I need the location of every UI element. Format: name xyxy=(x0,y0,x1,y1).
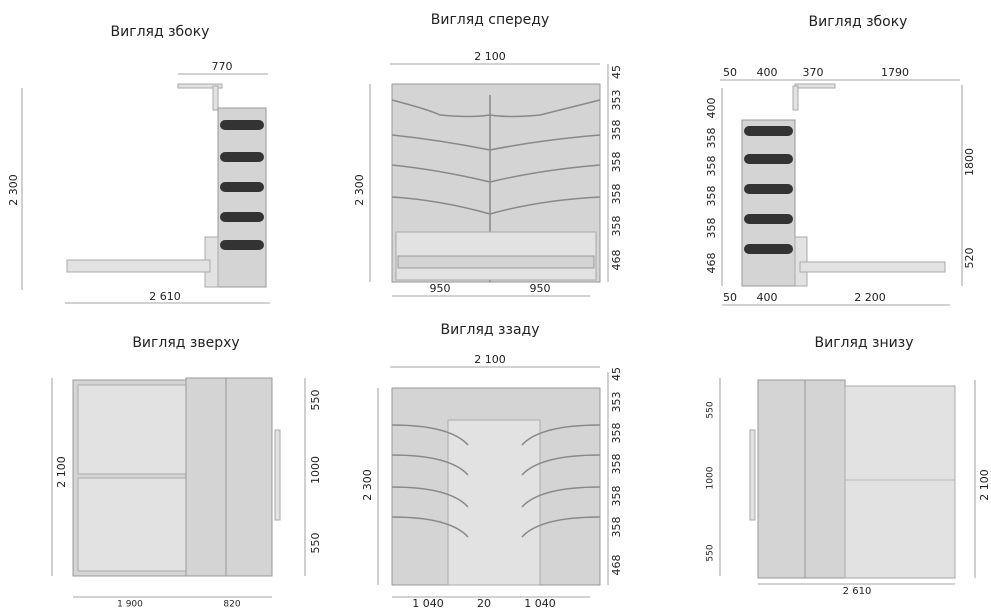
dimension-label: 468 xyxy=(705,253,718,274)
dimension-label: 2 200 xyxy=(854,291,886,304)
dimension-label: 550 xyxy=(706,401,716,418)
furniture-part xyxy=(757,379,846,579)
dimension-label: 358 xyxy=(610,486,623,507)
dimension-label: 400 xyxy=(705,98,718,119)
furniture-part xyxy=(185,377,273,577)
furniture-part xyxy=(744,184,793,194)
furniture-part xyxy=(744,214,793,224)
dimension-label: 820 xyxy=(223,600,240,610)
dimension-label: 358 xyxy=(610,517,623,538)
dimension-label: 550 xyxy=(706,544,716,561)
furniture-part xyxy=(799,261,946,273)
dimension-label: 468 xyxy=(610,555,623,576)
dimension-label: 50 xyxy=(723,66,737,79)
dimension-label: 358 xyxy=(705,128,718,149)
furniture-part xyxy=(177,83,223,89)
dimension-label: 400 xyxy=(757,291,778,304)
furniture-part xyxy=(220,120,264,130)
side-view-left: Вигляд збоку 770 2 300 2 610 xyxy=(7,24,270,304)
dimension-label: 2 610 xyxy=(149,290,181,303)
dimension-label: 550 xyxy=(309,390,322,411)
top-view: Вигляд зверху 2 100 550 1000 550 1 900 8… xyxy=(51,335,322,610)
furniture-part xyxy=(66,259,211,273)
dimension-label: 550 xyxy=(309,533,322,554)
furniture-part xyxy=(741,119,796,287)
dimension-label: 520 xyxy=(963,248,976,269)
front-view: Вигляд спереду 2 100 2 300 45 353 358 35… xyxy=(353,12,623,297)
dimension-label: 950 xyxy=(530,282,551,295)
furniture-part xyxy=(220,240,264,250)
dimension-label: 353 xyxy=(610,90,623,111)
furniture-part xyxy=(744,244,793,254)
furniture-part xyxy=(844,385,956,579)
back-view: Вигляд ззаду 2 100 2 300 45 353 358 358 … xyxy=(361,322,623,610)
dimension-label: 358 xyxy=(610,454,623,475)
dimension-label: 2 300 xyxy=(7,174,20,206)
dimension-label: 400 xyxy=(757,66,778,79)
view-title: Вигляд спереду xyxy=(431,12,550,28)
dimension-label: 358 xyxy=(705,156,718,177)
dimension-label: 770 xyxy=(212,60,233,73)
dimension-label: 358 xyxy=(610,423,623,444)
dimension-label: 45 xyxy=(610,367,623,381)
bottom-view: Вигляд знизу 550 1000 550 2 610 2 100 xyxy=(706,335,991,597)
dimension-label: 468 xyxy=(610,250,623,271)
furniture-part xyxy=(744,126,793,136)
dimension-label: 20 xyxy=(477,597,491,610)
furniture-part xyxy=(220,212,264,222)
dimension-label: 1800 xyxy=(963,148,976,176)
view-title: Вигляд ззаду xyxy=(441,322,540,338)
furniture-part xyxy=(77,477,187,572)
dimension-label: 2 100 xyxy=(55,456,68,488)
dimension-label: 358 xyxy=(610,216,623,237)
furniture-part xyxy=(391,95,601,282)
dimension-label: 1000 xyxy=(309,456,322,484)
furniture-part xyxy=(397,255,595,269)
dimension-label: 1 040 xyxy=(524,597,556,610)
dimension-label: 2 100 xyxy=(474,353,506,366)
dimension-label: 2 610 xyxy=(843,586,872,597)
dimension-label: 50 xyxy=(723,291,737,304)
dimension-label: 358 xyxy=(610,184,623,205)
dimension-label: 370 xyxy=(803,66,824,79)
dimension-label: 358 xyxy=(610,152,623,173)
dimension-label: 1 040 xyxy=(412,597,444,610)
dimension-label: 2 100 xyxy=(978,469,991,501)
furniture-part xyxy=(744,154,793,164)
dimension-label: 2 100 xyxy=(474,50,506,63)
furniture-part xyxy=(391,424,601,538)
furniture-part xyxy=(220,182,264,192)
dimension-label: 358 xyxy=(705,218,718,239)
furniture-part xyxy=(217,107,267,288)
furniture-part xyxy=(220,152,264,162)
dimension-label: 358 xyxy=(610,120,623,141)
furniture-part xyxy=(274,429,281,521)
dimension-label: 1790 xyxy=(881,66,909,79)
view-title: Вигляд зверху xyxy=(132,335,239,351)
view-title: Вигляд збоку xyxy=(809,14,908,30)
dimension-label: 353 xyxy=(610,392,623,413)
view-title: Вигляд знизу xyxy=(815,335,914,351)
furniture-part xyxy=(792,85,799,111)
dimension-label: 950 xyxy=(430,282,451,295)
dimension-label: 358 xyxy=(705,186,718,207)
dimension-label: 1000 xyxy=(706,466,716,489)
furniture-part xyxy=(749,429,756,521)
furniture-part xyxy=(794,83,836,89)
furniture-part xyxy=(77,384,187,475)
furniture-part xyxy=(212,85,219,111)
dimension-label: 1 900 xyxy=(117,600,143,610)
dimension-label: 2 300 xyxy=(361,469,374,501)
dimension-label: 2 300 xyxy=(353,174,366,206)
dimension-label: 45 xyxy=(610,65,623,79)
side-view-right: Вигляд збоку 50 400 370 1790 400 358 358… xyxy=(705,14,976,306)
view-title: Вигляд збоку xyxy=(111,24,210,40)
